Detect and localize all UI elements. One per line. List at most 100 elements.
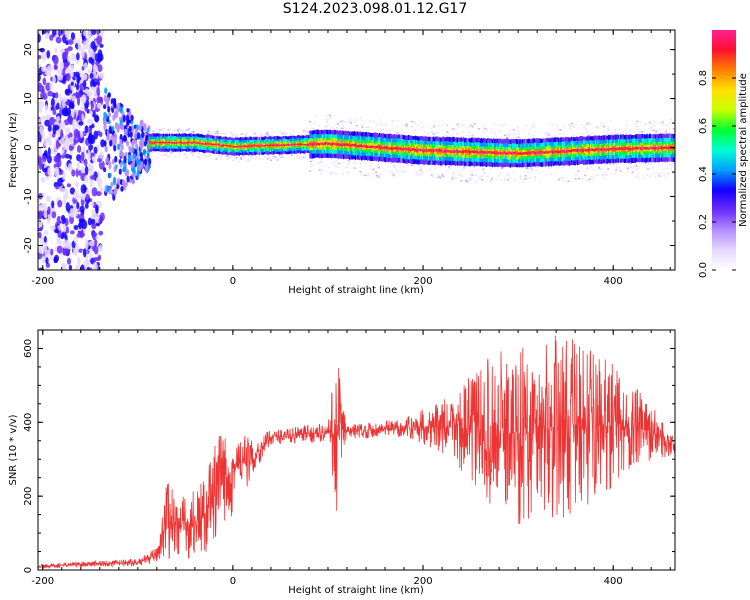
heatmap-cell [50,225,56,231]
heatmap-cell [660,121,663,123]
heatmap-cell [161,129,164,132]
heatmap-cell [466,181,469,183]
heatmap-band-cell [321,142,323,145]
heatmap-band-cell [218,143,220,146]
heatmap-cell [497,138,500,140]
heatmap-cell [331,162,334,164]
heatmap-band-cell [492,151,495,154]
heatmap-band-cell [567,149,569,153]
heatmap-cell [431,176,434,178]
heatmap-band-cell [179,141,182,144]
heatmap-cell [263,155,266,158]
heatmap-band-cell [474,150,477,154]
heatmap-cell [65,61,70,66]
heatmap-band-cell [230,145,232,148]
heatmap-cell [191,154,194,156]
heatmap-cell [71,95,77,102]
heatmap-cell [507,134,510,136]
heatmap-cell [638,176,641,179]
heatmap-cell [325,124,328,127]
heatmap-cell [598,168,601,170]
heatmap-cell [60,188,67,193]
heatmap-cell [470,177,473,180]
heatmap-cell [88,56,93,64]
heatmap-cell [194,151,197,154]
heatmap-cell [648,175,651,177]
heatmap-band-cell [255,144,257,147]
heatmap-cell [530,168,533,170]
heatmap-cell [619,133,622,136]
heatmap-band-cell [598,148,600,152]
heatmap-band-cell [394,146,396,150]
heatmap-cell [44,70,51,76]
heatmap-band-cell [640,147,642,150]
heatmap-cell [598,167,601,169]
heatmap-cell [148,157,152,166]
heatmap-cell [581,178,584,180]
heatmap-band-cell [228,144,231,147]
heatmap-cell [477,128,480,130]
heatmap-cell [502,138,505,140]
heatmap-band-cell [524,151,526,155]
heatmap-band-cell [284,144,286,147]
heatmap-cell [309,160,312,163]
heatmap-cell [368,120,371,122]
heatmap-band-cell [296,143,298,146]
heatmap-cell [163,154,166,157]
heatmap-band-cell [312,142,315,145]
heatmap-band-cell [395,147,398,151]
heatmap-cell [523,129,526,131]
heatmap-band-cell [556,150,558,153]
heatmap-cell [63,119,70,126]
heatmap-cell [446,170,449,173]
colorbar-tick-label: 0.8 [698,70,709,86]
heatmap-cell [95,191,102,197]
heatmap-cell [376,122,379,124]
y-tick-label: 0 [23,144,34,150]
heatmap-cell [95,256,101,262]
heatmap-cell [52,109,57,116]
heatmap-cell [197,156,200,159]
heatmap-cell [549,173,552,176]
heatmap-cell [537,172,540,175]
heatmap-band-cell [288,144,291,147]
y-tick-label: 20 [23,43,34,56]
heatmap-band-cell [422,149,424,152]
heatmap-cell [461,175,464,177]
heatmap-cell [240,132,243,135]
heatmap-band-cell [531,151,533,154]
heatmap-band-cell [388,147,390,150]
heatmap-band-cell [248,145,250,147]
heatmap-cell [152,130,155,132]
heatmap-cell [469,124,472,127]
heatmap-band-cell [238,145,240,148]
heatmap-cell [326,125,329,127]
x-tick-label: 0 [230,276,236,287]
heatmap-band-cell [276,144,279,146]
heatmap-band-cell [582,149,585,153]
heatmap-cell [167,131,170,134]
heatmap-cell [149,153,152,155]
heatmap-cell [430,174,433,176]
heatmap-cell [386,132,389,135]
heatmap-cell [529,128,532,130]
heatmap-cell [634,123,637,126]
heatmap-band-cell [516,152,519,156]
heatmap-cell [80,72,85,80]
heatmap-cell [60,214,66,222]
heatmap-cell [90,101,94,110]
heatmap-cell [234,133,237,136]
heatmap-cell [661,120,664,123]
heatmap-cell [71,169,76,177]
heatmap-cell [525,178,528,180]
heatmap-cell [292,130,295,132]
heatmap-band-cell [174,142,177,144]
heatmap-cell [605,163,608,166]
heatmap-band-cell [200,140,202,145]
heatmap-cell [85,193,90,201]
heatmap-band-cell [569,149,572,153]
heatmap-cell [385,123,388,126]
heatmap-cell [335,172,338,175]
heatmap-cell [232,132,235,135]
heatmap-cell [600,168,603,170]
